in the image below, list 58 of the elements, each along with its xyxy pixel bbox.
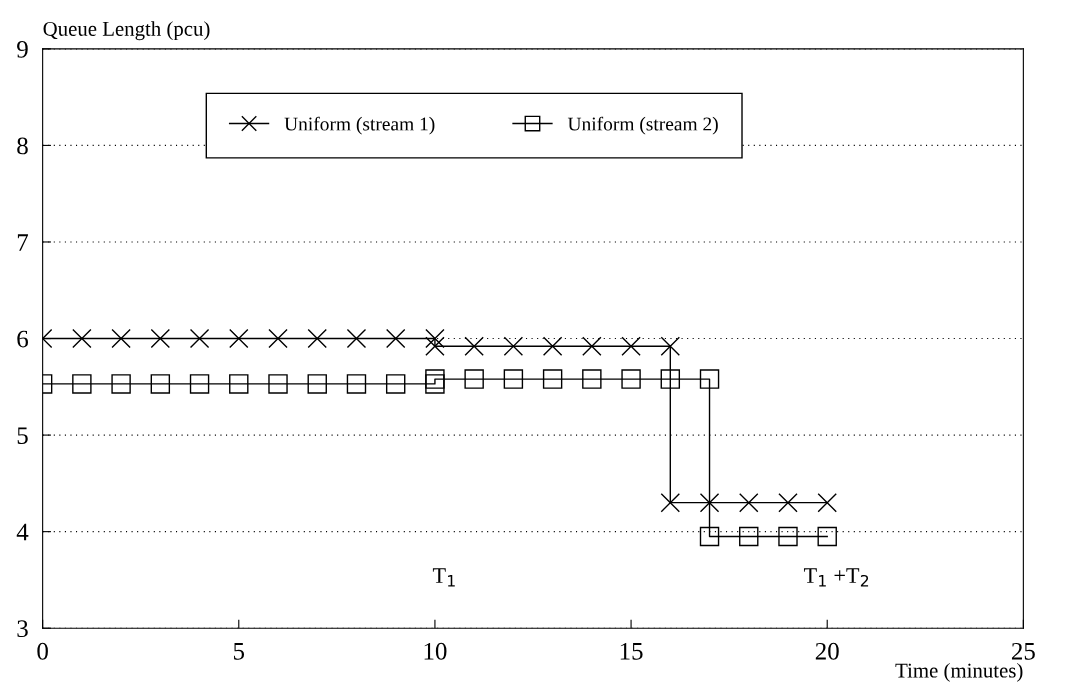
point [542, 369, 563, 389]
y-tick-label: 6 [17, 330, 29, 348]
point [660, 336, 681, 356]
point [72, 374, 92, 394]
point [229, 374, 249, 394]
x-tick-label: 5 [233, 643, 245, 660]
point [621, 369, 641, 389]
legend-label: Uniform (stream 2) [567, 116, 718, 135]
point [72, 328, 92, 349]
y-tick-label: 7 [17, 234, 29, 251]
point [542, 336, 563, 356]
x-tick-label: 20 [815, 642, 839, 660]
y-tick-label: 8 [17, 137, 28, 155]
x-tick-label: 0 [37, 642, 48, 660]
point [425, 328, 445, 349]
point [739, 492, 759, 513]
point [346, 374, 367, 394]
point [699, 369, 720, 389]
point [582, 336, 602, 356]
point [425, 374, 445, 394]
point [385, 374, 406, 394]
point [111, 328, 131, 349]
point [621, 336, 641, 356]
point [425, 369, 445, 389]
point [229, 328, 249, 349]
point [660, 492, 681, 513]
x-axis-title: Time (minutes) [895, 662, 1023, 682]
point [464, 369, 484, 389]
annotation: T$_{1}$ +T$_{2}$ [803, 568, 869, 587]
point [817, 526, 837, 547]
y-tick-label: 5 [17, 427, 28, 445]
point [268, 374, 288, 394]
x-tick-label: 15 [620, 642, 643, 660]
point [464, 336, 484, 356]
x-tick-label: 25 [1011, 642, 1035, 660]
point [778, 526, 798, 547]
legend-label: Uniform (stream 1) [284, 116, 435, 135]
point [660, 369, 681, 389]
y-axis-title: Queue Length (pcu) [43, 21, 210, 41]
point [268, 328, 288, 349]
x-tick-label: 10 [424, 642, 447, 660]
y-tick-label: 4 [16, 523, 29, 541]
point [582, 369, 602, 389]
point [189, 374, 210, 394]
point [739, 526, 759, 547]
point [307, 328, 327, 349]
point [817, 492, 837, 513]
point [778, 492, 798, 513]
point [503, 336, 524, 356]
point [150, 374, 171, 394]
point [111, 374, 131, 394]
point [699, 526, 720, 547]
point [307, 374, 327, 394]
point [425, 336, 445, 356]
annotation: T$_{1}$ [432, 568, 455, 587]
point [503, 369, 524, 389]
y-tick-label: 3 [17, 620, 28, 638]
y-tick-label: 9 [17, 40, 28, 58]
